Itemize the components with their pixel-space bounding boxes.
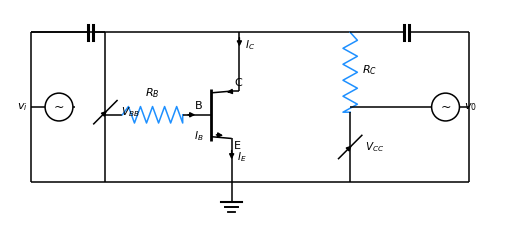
Text: E: E (234, 141, 241, 151)
Text: $I_C$: $I_C$ (244, 38, 255, 52)
Text: $R_C$: $R_C$ (361, 63, 376, 77)
Text: C: C (234, 78, 242, 88)
Text: $R_B$: $R_B$ (145, 86, 160, 100)
Text: $v_i$: $v_i$ (17, 101, 28, 113)
Text: ~: ~ (54, 100, 64, 113)
Text: $V_{CC}$: $V_{CC}$ (366, 140, 385, 154)
Text: ~: ~ (440, 100, 451, 113)
Text: $I_B$: $I_B$ (194, 129, 204, 143)
Text: $I_E$: $I_E$ (237, 150, 246, 164)
Text: $V_{BB}$: $V_{BB}$ (121, 105, 139, 119)
Text: B: B (195, 101, 203, 111)
Text: $v_0$: $v_0$ (463, 101, 476, 113)
